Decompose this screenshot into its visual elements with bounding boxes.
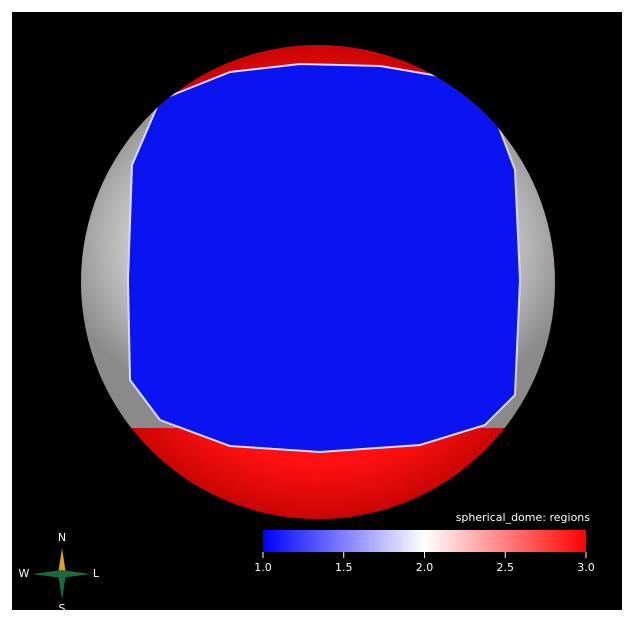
colorbar-tick-label: 1.0: [254, 561, 272, 574]
page: spherical_dome: regions N S W L 1.0 1.5 2.…: [0, 0, 633, 620]
render-view: spherical_dome: regions N S W L 1.0 1.5 2.…: [0, 0, 633, 620]
colorbar-tick-label: 1.5: [335, 561, 353, 574]
colorbar: [263, 530, 586, 552]
compass-s: S: [59, 602, 66, 615]
colorbar-tick-label: 3.0: [577, 561, 595, 574]
colorbar-tick-label: 2.0: [416, 561, 434, 574]
compass-w: W: [19, 567, 30, 580]
colorbar-tick-label: 2.5: [497, 561, 515, 574]
blue-region: [128, 64, 520, 452]
compass-n: N: [58, 531, 66, 544]
sphere: [80, 44, 556, 520]
compass-e: L: [93, 567, 100, 580]
colorbar-title: spherical_dome: regions: [456, 511, 591, 524]
